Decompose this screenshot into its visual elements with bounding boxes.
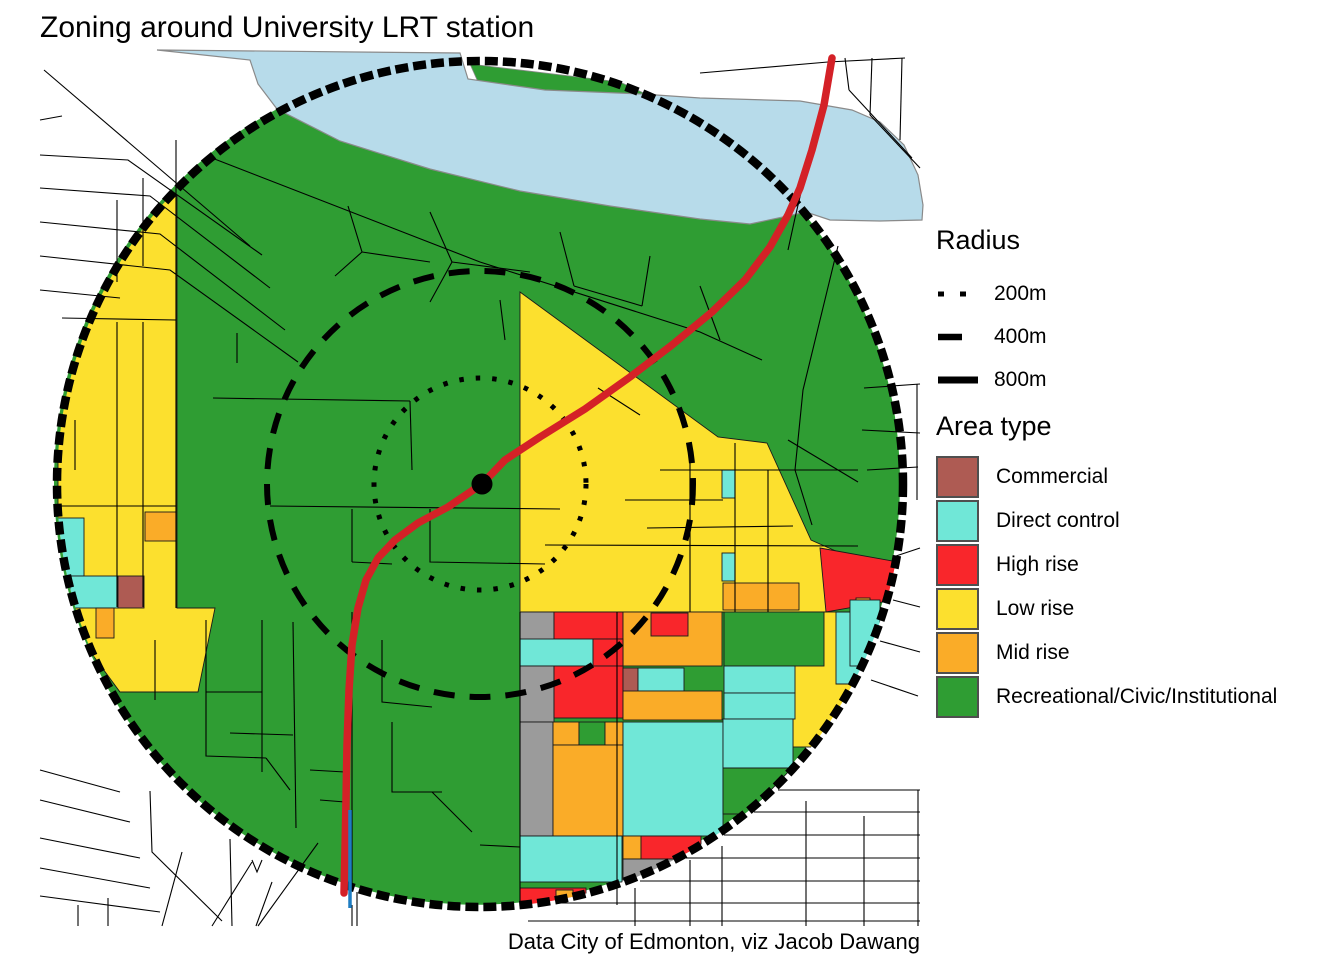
direct-control-swatch <box>936 500 979 542</box>
area-type-legend-label: Recreational/Civic/Institutional <box>996 685 1278 708</box>
radius-ring-800m <box>52 56 908 912</box>
commercial-swatch <box>936 456 979 498</box>
zone-mid_rise <box>622 835 642 860</box>
data-source-caption: Data City of Edmonton, viz Jacob Dawang <box>507 929 920 954</box>
area-type-legend-item: Recreational/Civic/Institutional <box>936 675 1277 719</box>
radius-legend-label: 400m <box>994 324 1047 348</box>
area-type-legend-item: Commercial <box>936 455 1277 499</box>
zone-high_rise <box>650 612 689 637</box>
zone-mid_rise <box>95 607 115 639</box>
high-rise-swatch <box>936 544 979 586</box>
lrt-station-marker <box>471 473 493 495</box>
zone-direct_control <box>723 665 796 694</box>
zone-direct_control <box>637 667 685 692</box>
radius-rings <box>52 56 908 912</box>
area-type-legend: Area type Commercial Direct control High… <box>936 412 1277 719</box>
area-type-legend-item: High rise <box>936 543 1277 587</box>
street-network <box>39 57 921 927</box>
zone-recreational <box>723 611 825 667</box>
radius-ring-400m <box>264 268 696 700</box>
recreational-swatch <box>936 676 979 718</box>
area-type-legend-label: Commercial <box>996 465 1109 488</box>
solid-line-icon <box>938 376 978 383</box>
page-title: Zoning around University LRT station <box>40 11 535 44</box>
area-type-legend-item: Mid rise <box>936 631 1277 675</box>
mid-rise-swatch <box>936 632 979 674</box>
area-type-legend-label: High rise <box>996 553 1079 576</box>
zone-mid_rise <box>722 582 800 611</box>
zone-commercial <box>622 667 639 694</box>
zone-direct_control <box>721 469 736 499</box>
zone-high_rise <box>553 665 624 719</box>
radius-legend-item: 200m <box>936 272 1047 315</box>
low-rise-swatch <box>936 588 979 630</box>
zone-mid_rise <box>144 511 177 542</box>
zone-direct_control <box>722 718 794 769</box>
zone-direct_control <box>519 638 594 667</box>
zone-high_rise <box>553 611 624 640</box>
area-type-legend-title: Area type <box>936 411 1052 441</box>
area-type-legend-label: Direct control <box>996 509 1120 532</box>
zone-mid_rise <box>552 721 580 746</box>
radius-legend-label: 800m <box>994 367 1047 391</box>
zone-mid_rise <box>552 744 624 837</box>
zone-mid_rise <box>604 721 624 746</box>
radius-legend-item: 800m <box>936 358 1047 401</box>
area-type-legend-item: Direct control <box>936 499 1277 543</box>
radius-ring-200m <box>371 375 589 593</box>
area-type-legend-label: Low rise <box>996 597 1075 620</box>
zone-commercial <box>117 575 145 609</box>
dashed-line-icon <box>938 333 962 340</box>
area-type-legend-label: Mid rise <box>996 641 1070 664</box>
zone-mid_rise <box>622 690 723 721</box>
lrt-line <box>340 54 836 897</box>
radius-legend: Radius 200m 400m 800m <box>936 226 1047 401</box>
zone-gray <box>519 721 554 837</box>
radius-legend-item: 400m <box>936 315 1047 358</box>
dotted-line-icon <box>938 291 968 296</box>
zone-recreational <box>578 721 606 746</box>
zone-direct_control <box>622 721 724 837</box>
zone-direct_control <box>519 835 623 883</box>
zone-direct_control <box>723 692 796 720</box>
radius-legend-label: 200m <box>994 281 1047 305</box>
radius-legend-title: Radius <box>936 225 1021 255</box>
area-type-legend-item: Low rise <box>936 587 1277 631</box>
zone-direct_control <box>721 552 736 582</box>
